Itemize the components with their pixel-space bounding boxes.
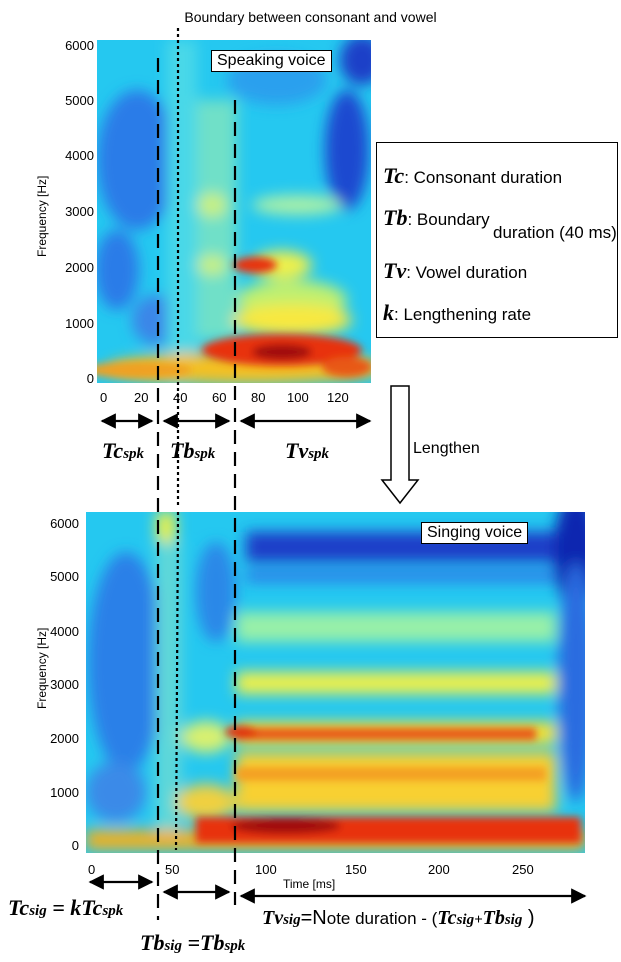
tb-spk-main: Tb <box>170 438 195 463</box>
legend-k-symbol: k <box>383 300 394 325</box>
tv-sig-label: Tvsig=Note duration - (Tcsig+Tbsig ) <box>262 907 535 930</box>
top-ytick: 3000 <box>65 204 94 219</box>
bottom-xtick: 250 <box>512 862 534 877</box>
tb-sig-sub: sig <box>164 938 182 954</box>
tb-sig-eq-sub: spk <box>224 938 246 954</box>
tc-sig-main: Tc <box>8 895 30 920</box>
tv-sig-main: Tv <box>262 907 284 929</box>
legend-box: Tc: Consonant duration Tb: Boundary dura… <box>376 142 618 338</box>
tv-spk-sub: spk <box>308 446 330 462</box>
legend-tb-text: : Boundary <box>407 210 490 229</box>
lengthen-arrow-icon <box>380 385 420 505</box>
tv-sig-eq-d: Tb <box>482 907 505 929</box>
tb-sig-eq: =Tb <box>181 930 225 955</box>
legend-tb-text2: duration (40 ms) <box>493 223 617 242</box>
top-xtick: 120 <box>327 390 349 405</box>
speaking-voice-label: Speaking voice <box>211 50 332 72</box>
top-xtick: 40 <box>173 390 188 405</box>
tc-spk-label: Tcspk <box>102 438 144 464</box>
bottom-ytick: 6000 <box>50 516 79 531</box>
bottom-xtick: 150 <box>345 862 367 877</box>
top-ytick: 1000 <box>65 316 94 331</box>
bottom-ytick: 4000 <box>50 624 79 639</box>
tv-sig-eq-c-sub: sig+ <box>456 912 483 928</box>
legend-tv: Tv: Vowel duration <box>383 258 527 284</box>
tc-sig-eq-sub: spk <box>102 903 124 919</box>
top-xtick: 20 <box>134 390 149 405</box>
top-xtick: 60 <box>212 390 227 405</box>
bottom-spectrogram: Singing voice <box>86 512 585 853</box>
bottom-ytick: 3000 <box>50 677 79 692</box>
tb-spk-label: Tbspk <box>170 438 215 464</box>
boundary-dotted-line-bottom <box>174 511 180 851</box>
tc-sig-sub: sig <box>29 903 47 919</box>
top-xtick: 80 <box>251 390 266 405</box>
top-ytick: 0 <box>86 371 94 386</box>
boundary-title: Boundary between consonant and vowel <box>184 9 437 25</box>
lengthen-label: Lengthen <box>413 440 480 457</box>
tv-sig-eq-b: ote duration - ( <box>326 909 438 928</box>
top-ytick: 5000 <box>65 93 94 108</box>
bottom-xlabel: Time [ms] <box>283 877 336 891</box>
legend-tv-text: : Vowel duration <box>406 263 528 282</box>
bottom-xtick: 200 <box>428 862 450 877</box>
tv-sig-eq-d-sub: sig <box>504 912 523 928</box>
bottom-ytick: 2000 <box>50 731 79 746</box>
top-ytick: 6000 <box>65 38 94 53</box>
legend-tc-text: : Consonant duration <box>404 168 563 187</box>
tc-spk-main: Tc <box>102 438 124 463</box>
top-ytick: 2000 <box>65 260 94 275</box>
legend-tc: Tc: Consonant duration <box>383 163 562 189</box>
tv-sig-eq-a: =N <box>300 907 327 929</box>
singing-voice-label: Singing voice <box>421 522 529 544</box>
bottom-ytick: 1000 <box>50 785 79 800</box>
bottom-xtick: 0 <box>88 862 96 877</box>
bottom-ytick: 0 <box>71 838 79 853</box>
tc-sig-eq: = kTc <box>46 895 103 920</box>
tc-spk-sub: spk <box>123 446 145 462</box>
bottom-xtick: 50 <box>165 862 180 877</box>
bottom-ytick: 5000 <box>50 569 79 584</box>
tb-sig-label: Tbsig =Tbspk <box>140 930 245 956</box>
legend-tb: Tb: Boundary <box>383 205 490 231</box>
tv-spk-main: Tv <box>285 438 309 463</box>
legend-k-text: : Lengthening rate <box>394 305 532 324</box>
tb-spk-sub: spk <box>194 446 216 462</box>
legend-k: k: Lengthening rate <box>383 300 531 326</box>
legend-tc-symbol: Tc <box>383 163 405 188</box>
bottom-spectrogram-svg <box>86 512 585 853</box>
tv-sig-eq-c: Tc <box>437 907 457 929</box>
top-ytick: 4000 <box>65 148 94 163</box>
bottom-xtick: 100 <box>255 862 277 877</box>
legend-tv-symbol: Tv <box>383 258 407 283</box>
tv-sig-sub: sig <box>283 912 301 928</box>
tv-spk-label: Tvspk <box>285 438 329 464</box>
tb-sig-main: Tb <box>140 930 165 955</box>
tv-sig-eq-e: ) <box>522 907 535 929</box>
top-xtick: 100 <box>287 390 309 405</box>
legend-tb-symbol: Tb <box>383 205 408 230</box>
tc-sig-label: Tcsig = kTcspk <box>8 895 123 921</box>
top-xtick: 0 <box>100 390 108 405</box>
